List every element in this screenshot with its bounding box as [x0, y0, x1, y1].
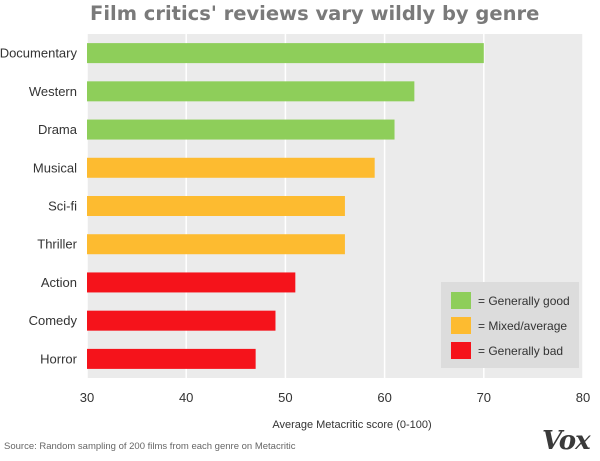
- category-label: Sci-fi: [48, 199, 77, 214]
- legend-swatch-mixed: [451, 317, 471, 334]
- category-label: Horror: [40, 351, 78, 366]
- legend-swatch-bad: [451, 342, 471, 359]
- category-label: Drama: [38, 122, 78, 137]
- bar-thriller: [87, 234, 345, 255]
- category-label: Documentary: [0, 46, 77, 61]
- x-tick-label: 60: [377, 390, 391, 405]
- x-tick-label: 50: [278, 390, 292, 405]
- legend-label-bad: = Generally bad: [478, 344, 563, 358]
- chart-title: Film critics' reviews vary wildly by gen…: [90, 2, 540, 25]
- bar-horror: [87, 348, 256, 369]
- category-label: Musical: [33, 160, 77, 175]
- bar-comedy: [87, 310, 276, 331]
- category-label: Thriller: [37, 237, 77, 252]
- legend-swatch-good: [451, 292, 471, 309]
- category-label: Action: [41, 275, 77, 290]
- category-label: Comedy: [29, 313, 78, 328]
- category-label: Western: [29, 84, 77, 99]
- x-tick-label: 80: [576, 390, 590, 405]
- vox-logo: Vox: [542, 426, 591, 456]
- x-tick-label: 40: [179, 390, 193, 405]
- bar-drama: [87, 119, 395, 140]
- legend-label-good: = Generally good: [478, 294, 570, 308]
- bar-musical: [87, 157, 375, 178]
- x-axis-label: Average Metacritic score (0-100): [272, 419, 431, 431]
- x-tick-label: 70: [477, 390, 491, 405]
- legend-label-mixed: = Mixed/average: [478, 319, 567, 333]
- bar-documentary: [87, 43, 484, 64]
- x-tick-label: 30: [80, 390, 94, 405]
- bar-western: [87, 81, 415, 102]
- source-note: Source: Random sampling of 200 films fro…: [4, 441, 296, 452]
- bar-sci-fi: [87, 196, 345, 216]
- bar-action: [87, 272, 296, 293]
